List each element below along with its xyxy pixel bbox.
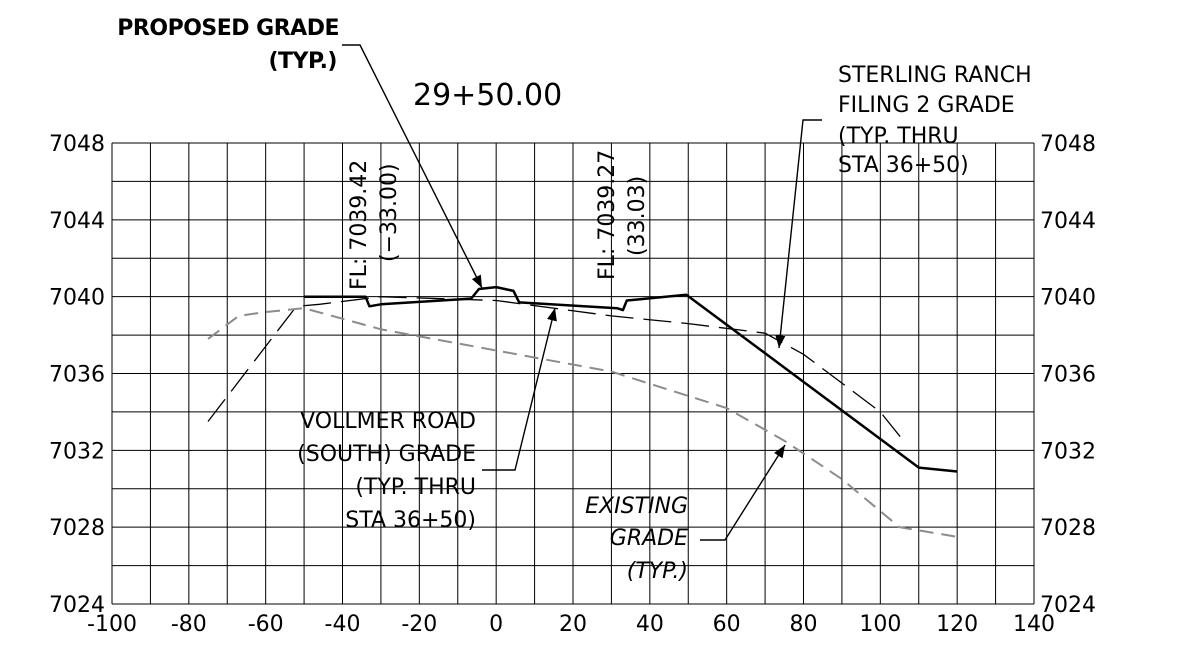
- y2-tick-label: 7048: [1040, 132, 1096, 157]
- annotation: STA 36+50): [345, 508, 476, 533]
- x-tick-label: 0: [489, 612, 503, 637]
- x-tick-label: 60: [713, 612, 741, 637]
- leader-line: [482, 307, 557, 471]
- grade-line: [304, 285, 958, 473]
- x-tick-label: 20: [559, 612, 587, 637]
- annotation: FL: 7039.42: [347, 160, 372, 290]
- leader-line: [775, 119, 822, 349]
- y-tick-label: 7048: [49, 132, 105, 157]
- y-tick-label: 7044: [49, 209, 105, 234]
- y-tick-label: 7032: [49, 439, 105, 464]
- y2-tick-label: 7036: [1040, 363, 1096, 388]
- y2-tick-label: 7024: [1040, 593, 1096, 618]
- x-tick-label: 40: [636, 612, 664, 637]
- x-tick-label: 140: [1013, 612, 1055, 637]
- y-tick-label: 7024: [49, 593, 105, 618]
- y-tick-label: 7028: [49, 516, 105, 541]
- annotation: FILING 2 GRADE: [838, 93, 1015, 118]
- annotation: (SOUTH) GRADE: [297, 442, 476, 467]
- annotation: FL: 7039.27: [595, 150, 620, 280]
- y2-tick-label: 7032: [1040, 439, 1096, 464]
- leader-line: [342, 44, 483, 289]
- y-tick-label: 7036: [49, 363, 105, 388]
- chart-title: 29+50.00: [413, 78, 562, 113]
- annotation: STA 36+50): [838, 153, 969, 178]
- grade-line: [207, 296, 904, 442]
- leaders: [342, 44, 822, 541]
- y2-tick-label: 7028: [1040, 516, 1096, 541]
- grade-line: [207, 307, 958, 538]
- annotation: (TYP.): [269, 49, 338, 74]
- x-tick-label: -20: [401, 612, 437, 637]
- annotation: (−33.00): [377, 163, 402, 262]
- annotation: EXISTING: [585, 494, 688, 519]
- y2-tick-label: 7044: [1040, 209, 1096, 234]
- annotation: (TYP. THRU: [355, 475, 476, 500]
- annotation: PROPOSED GRADE: [117, 16, 339, 41]
- annotation: (33.03): [625, 176, 650, 256]
- annotation: (TYP.): [627, 559, 688, 584]
- x-tick-label: 100: [859, 612, 901, 637]
- annotation: VOLLMER ROAD: [300, 409, 476, 434]
- annotation: (TYP. THRU: [838, 124, 959, 149]
- annotation: STERLING RANCH: [838, 63, 1032, 88]
- x-tick-label: -100: [87, 612, 137, 637]
- plot: [207, 285, 958, 538]
- x-tick-label: -40: [325, 612, 361, 637]
- y-tick-label: 7040: [49, 286, 105, 311]
- x-tick-label: 80: [790, 612, 818, 637]
- x-tick-label: -60: [248, 612, 284, 637]
- y2-tick-label: 7040: [1040, 286, 1096, 311]
- leader-line: [700, 444, 786, 541]
- annotation: GRADE: [610, 526, 688, 551]
- x-tick-label: 120: [936, 612, 978, 637]
- annotations: PROPOSED GRADE (TYP.) STERLING RANCH FILING…: [117, 16, 1031, 584]
- x-tick-label: -80: [171, 612, 207, 637]
